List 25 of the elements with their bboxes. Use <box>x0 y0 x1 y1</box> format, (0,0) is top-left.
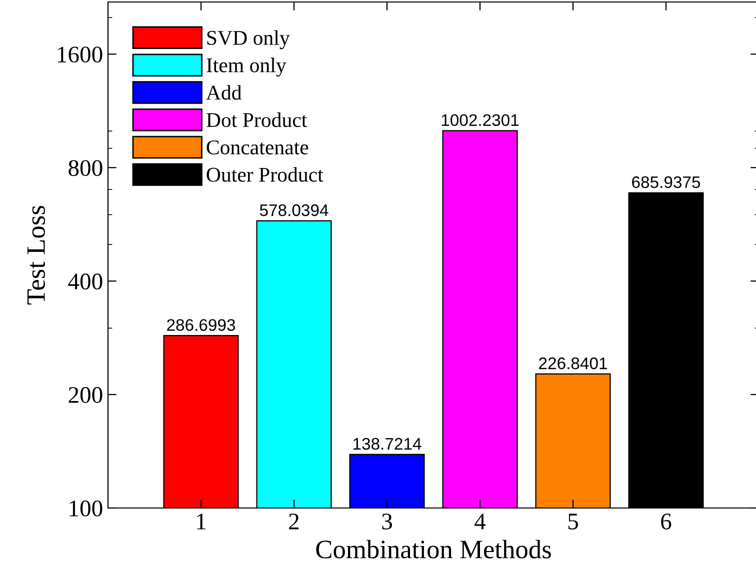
x-tick-label: 5 <box>568 514 578 530</box>
data-label: 286.6993 <box>167 319 236 331</box>
legend-label: SVD only <box>207 30 290 50</box>
data-label: 685.9375 <box>632 176 700 188</box>
x-tick-label: 2 <box>289 514 299 530</box>
legend-label: Dot Product <box>206 112 308 128</box>
legend-label: Concatenate <box>206 140 308 154</box>
x-tick-label: 1 <box>197 514 206 530</box>
y-axis-title: Test Loss <box>27 206 45 305</box>
legend-label: Outer Product <box>206 167 324 182</box>
legend-label: Add <box>206 85 242 100</box>
y-tick-label: 100 <box>70 500 102 516</box>
y-tick-label: 800 <box>68 160 102 176</box>
x-tick-label: 4 <box>474 514 486 530</box>
y-tick-label: 1600 <box>58 46 102 63</box>
x-tick-label: 6 <box>661 514 672 530</box>
y-tick-label: 200 <box>68 387 102 403</box>
y-tick-label: 400 <box>68 274 102 290</box>
data-label: 138.7214 <box>354 438 422 450</box>
data-label: 1002.2301 <box>442 114 519 126</box>
x-axis-title: Combination Methods <box>316 540 551 558</box>
x-tick-label: 3 <box>382 514 392 530</box>
data-label: 226.8401 <box>539 357 607 370</box>
legend-label: Item only <box>206 58 286 77</box>
data-label: 578.0394 <box>260 204 328 216</box>
